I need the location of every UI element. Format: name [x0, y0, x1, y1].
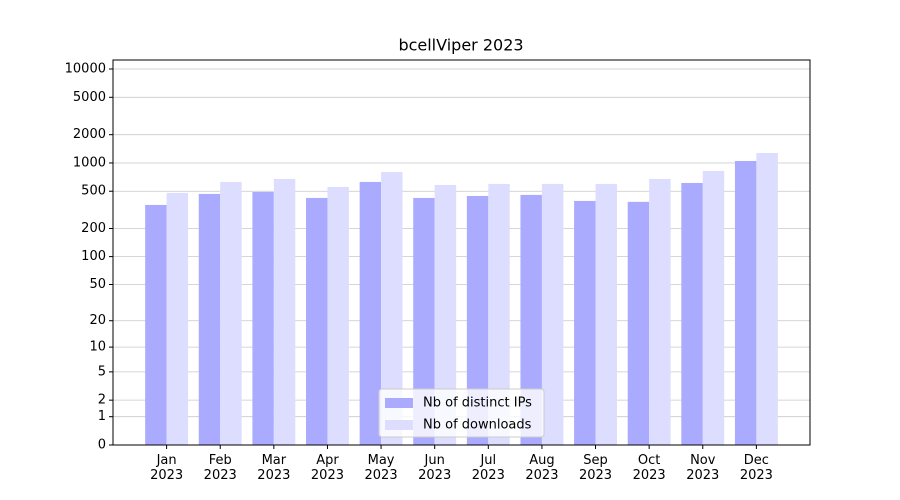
y-tick-label: 5000 [73, 90, 106, 105]
bar [413, 197, 435, 445]
x-tick-label: Sep 2023 [578, 453, 613, 483]
x-tick-label: May 2023 [364, 453, 398, 483]
x-tick-label: Aug 2023 [525, 453, 559, 483]
bar [488, 183, 510, 445]
y-tick-label: 10000 [65, 62, 106, 77]
y-tick-label: 0 [98, 438, 106, 453]
bar [327, 186, 349, 445]
bar [649, 178, 671, 445]
legend: Nb of distinct IPs Nb of downloads [378, 388, 545, 438]
bar [359, 181, 382, 446]
bar [756, 152, 778, 446]
x-tick-label: Feb 2023 [203, 453, 237, 483]
y-tick-label: 1 [98, 409, 106, 424]
y-tick-label: 2 [98, 393, 106, 408]
x-tick-label: Oct 2023 [632, 453, 666, 483]
x-tick-label: Apr 2023 [310, 453, 344, 483]
chart-title: bcellViper 2023 [398, 36, 523, 55]
bar [306, 197, 328, 445]
bar [574, 200, 596, 445]
x-tick-label: Jun 2023 [418, 453, 452, 483]
legend-swatch [385, 398, 413, 408]
y-tick-label: 200 [81, 221, 106, 236]
y-tick-label: 100 [81, 249, 106, 264]
bar [466, 195, 489, 445]
bar [681, 182, 703, 445]
bar [220, 181, 242, 446]
bar [627, 201, 650, 445]
legend-label: Nb of downloads [423, 418, 532, 433]
bar [273, 178, 296, 445]
bar [252, 191, 274, 445]
y-tick-label: 500 [81, 184, 106, 199]
plot-frame [112, 59, 811, 446]
y-tick-label: 20 [89, 313, 106, 328]
bar [434, 184, 457, 445]
legend-label: Nb of distinct IPs [423, 396, 532, 411]
y-tick-label: 2000 [73, 127, 106, 142]
x-tick-label: Mar 2023 [257, 453, 291, 483]
bar [595, 183, 617, 445]
x-tick-label: Dec 2023 [739, 453, 773, 483]
bar [166, 192, 189, 445]
bar [520, 194, 542, 445]
x-tick-label: Nov 2023 [686, 453, 720, 483]
y-tick-label: 10 [89, 340, 106, 355]
bar [198, 193, 221, 445]
bar [734, 160, 757, 445]
bar [145, 204, 167, 445]
bar [702, 170, 725, 445]
y-tick-label: 1000 [73, 155, 106, 170]
y-tick-label: 5 [98, 364, 106, 379]
bar [541, 183, 564, 445]
legend-swatch [385, 420, 413, 430]
y-tick-label: 50 [89, 277, 106, 292]
x-tick-label: Jan 2023 [150, 453, 184, 483]
legend-box [378, 388, 545, 438]
x-tick-label: Jul 2023 [471, 453, 505, 483]
bar [381, 171, 403, 446]
